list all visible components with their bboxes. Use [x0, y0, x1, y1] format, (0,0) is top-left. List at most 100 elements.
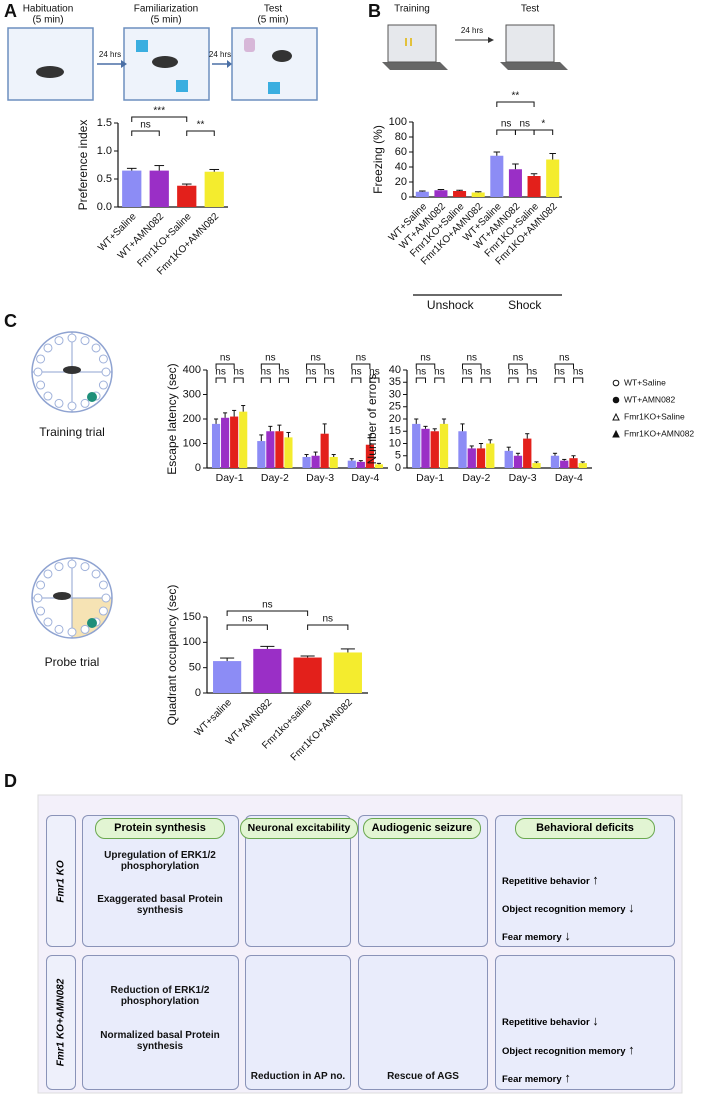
stage-label: Training: [394, 4, 430, 15]
object: [136, 40, 148, 52]
y-tick-label: 80: [395, 131, 407, 143]
significance-label: ns: [434, 367, 445, 378]
column-header: Behavioral deficits: [515, 818, 655, 839]
significance-bracket: [306, 377, 317, 383]
hole: [98, 380, 108, 390]
behavior-arrow: ↓: [628, 900, 635, 915]
significance-label: ns: [462, 367, 473, 378]
y-axis-label: Escape latency (sec): [165, 363, 179, 474]
bar: [513, 455, 523, 468]
significance-label: *: [541, 119, 545, 130]
chamber-floor: [382, 62, 448, 70]
row-label-text: Fmr1 KO: [55, 859, 67, 903]
hole: [54, 336, 64, 346]
chamber: [387, 24, 437, 63]
y-tick-label: 35: [389, 376, 401, 388]
y-tick-label: 0.0: [97, 201, 112, 213]
object: [176, 80, 188, 92]
interval-label: 24 hrs: [99, 50, 121, 59]
significance-bracket: [526, 377, 537, 383]
y-tick-label: 400: [183, 364, 201, 376]
legend-label: Fmr1KO+AMN082: [624, 428, 694, 438]
bar: [560, 460, 569, 468]
y-tick-label: 0: [195, 687, 201, 699]
significance-bracket: [351, 363, 371, 369]
significance-label: ns: [420, 353, 431, 364]
stage-label: Habituation: [23, 4, 74, 15]
y-axis-label: Freezing (%): [371, 125, 385, 194]
significance-label: ns: [262, 600, 273, 611]
x-tick-label: WT+saline: [193, 697, 235, 739]
hole: [101, 367, 111, 377]
stage-label: Test: [521, 4, 540, 15]
row-box: [46, 955, 76, 1090]
bar: [253, 648, 282, 693]
x-tick-label: Day-4: [555, 472, 583, 484]
legend-label: WT+Saline: [624, 377, 666, 387]
bar: [490, 155, 504, 197]
hole: [101, 593, 111, 603]
significance-bracket: [508, 363, 528, 369]
significance-bracket: [186, 130, 215, 136]
x-tick-label: Day-1: [416, 472, 444, 484]
y-tick-label: 30: [389, 388, 401, 400]
bar: [546, 159, 560, 197]
bar: [320, 433, 329, 468]
y-tick-label: 50: [189, 662, 201, 674]
significance-bracket: [462, 377, 473, 383]
significance-bracket: [260, 363, 280, 369]
cell-text: Rescue of AGS: [387, 1071, 459, 1082]
bar: [275, 431, 284, 468]
cell-text: Normalized basal Protein synthesis: [100, 1030, 220, 1052]
significance-bracket: [215, 363, 235, 369]
hole: [43, 569, 53, 579]
behavior-text: Repetitive behavior: [502, 1017, 590, 1028]
bar: [504, 450, 513, 468]
significance-label: ns: [559, 353, 570, 364]
significance-label: ns: [519, 119, 530, 130]
hole: [98, 580, 108, 590]
stage-label: Familiarization: [134, 4, 198, 15]
bar: [230, 416, 239, 468]
bar: [569, 458, 578, 468]
y-tick-label: 10: [389, 437, 401, 449]
bar: [221, 417, 230, 468]
hole: [54, 624, 64, 634]
behavior-arrow: ↓: [592, 1013, 599, 1028]
hole: [80, 562, 90, 572]
cell: [358, 955, 488, 1090]
bar: [329, 456, 338, 468]
y-tick-label: 25: [389, 401, 401, 413]
bar: [213, 661, 242, 693]
hole: [98, 354, 108, 364]
hole: [33, 593, 43, 603]
y-tick-label: 300: [183, 388, 201, 400]
stage-label: (5 min): [257, 15, 288, 26]
significance-bracket: [573, 377, 584, 383]
bar: [239, 411, 248, 468]
stage-label: (5 min): [32, 15, 63, 26]
hole: [36, 354, 46, 364]
significance-label: ns: [306, 367, 317, 378]
hole: [43, 343, 53, 353]
bar: [365, 444, 374, 468]
legend-marker: [612, 396, 620, 404]
object: [268, 82, 280, 94]
y-tick-label: 20: [389, 413, 401, 425]
bar: [508, 169, 522, 197]
bar: [550, 455, 560, 468]
bar: [458, 431, 467, 468]
significance-label: ns: [220, 353, 231, 364]
bar: [578, 463, 587, 468]
chamber-floor: [500, 62, 568, 70]
bar: [333, 652, 362, 693]
hole: [43, 617, 53, 627]
interval-label: 24 hrs: [461, 26, 483, 35]
hole: [91, 569, 101, 579]
x-tick-label: Day-2: [462, 472, 490, 484]
significance-label: ns: [356, 353, 367, 364]
significance-bracket: [131, 130, 160, 136]
y-tick-label: 0: [395, 462, 401, 474]
behavior-text: Fear memory: [502, 932, 562, 943]
